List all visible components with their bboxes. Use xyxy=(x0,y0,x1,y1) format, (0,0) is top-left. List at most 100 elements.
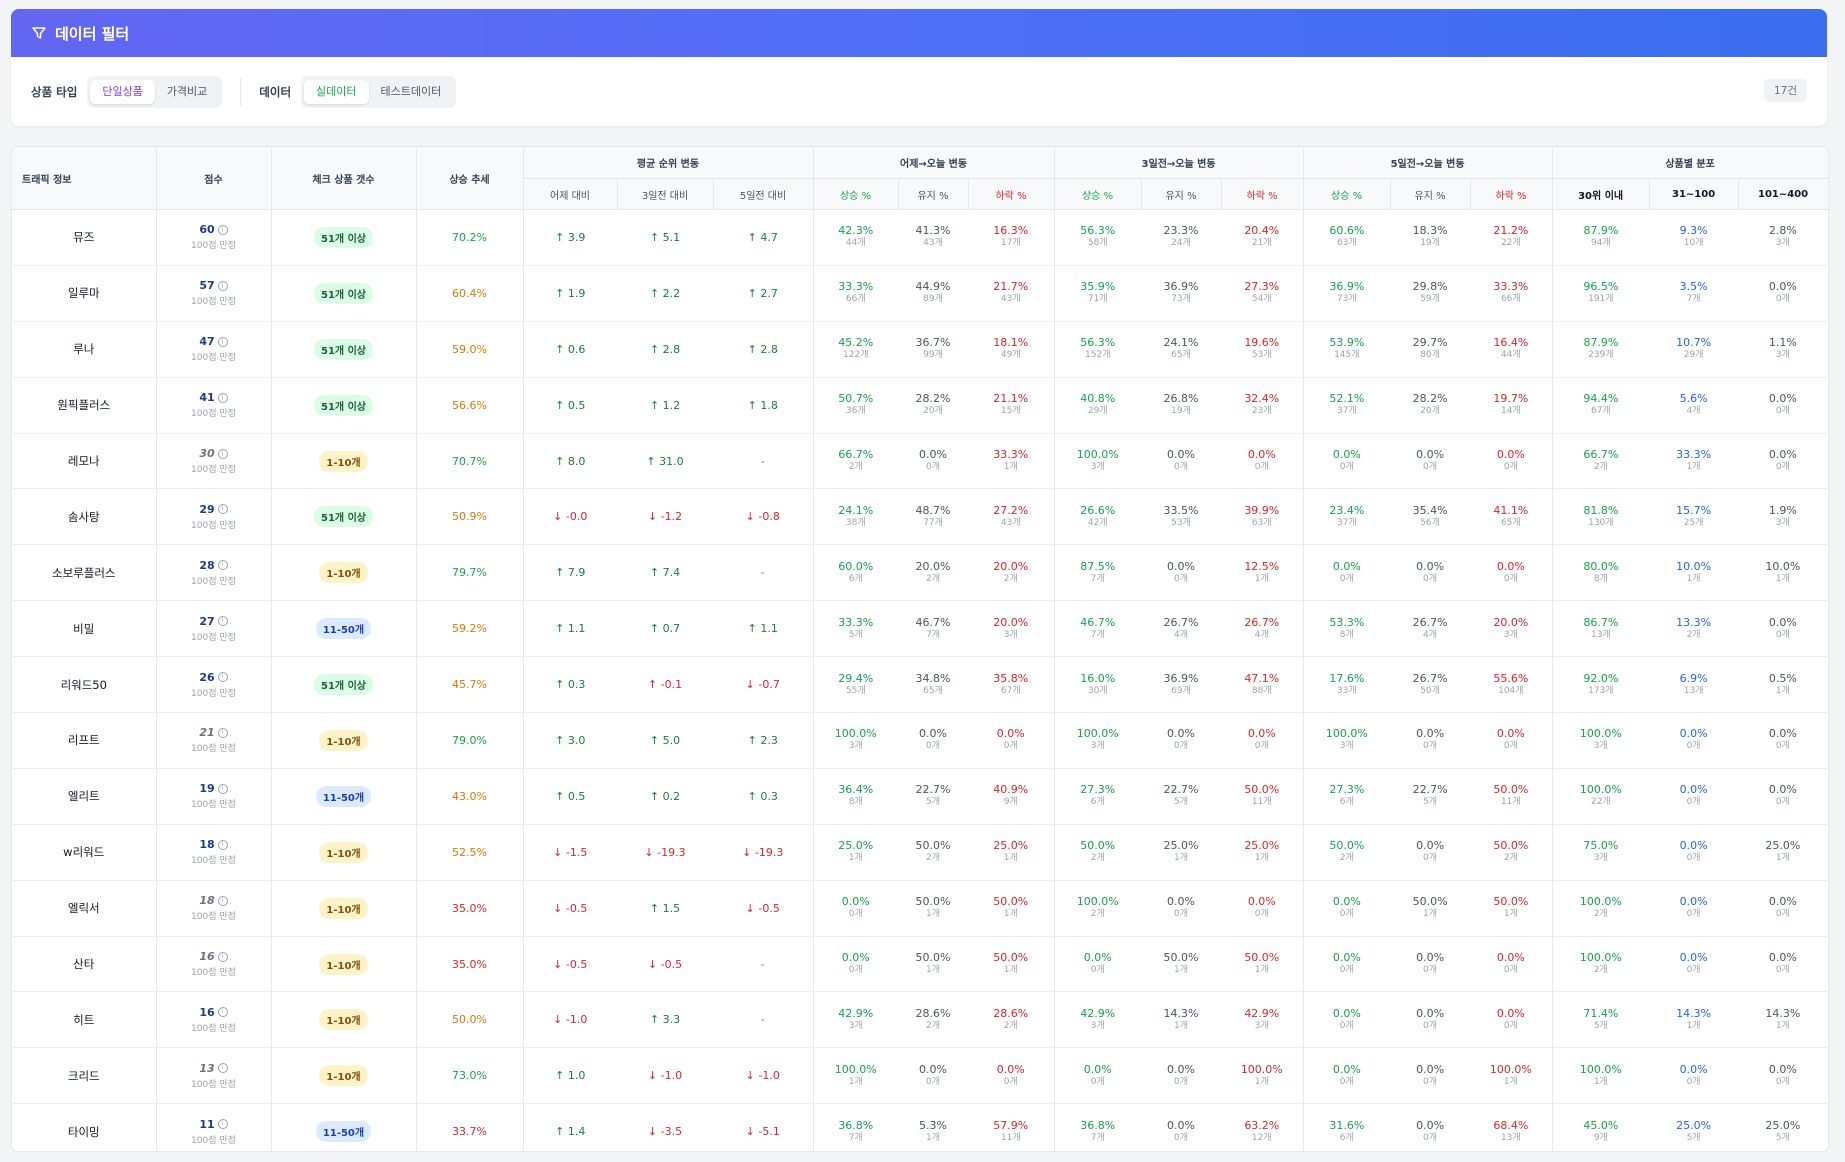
subheader-avg-2[interactable]: 5일전 대비 xyxy=(713,178,814,210)
header-trend[interactable]: 상승 추세 xyxy=(416,147,524,210)
subheader-dist-2[interactable]: 101~400 xyxy=(1738,178,1828,210)
avg-rank-value: 2.7 xyxy=(760,286,778,300)
subheader-d5-hold[interactable]: 유지 % xyxy=(1390,178,1471,210)
yday-count: 15개 xyxy=(1000,406,1021,417)
info-icon[interactable]: i xyxy=(217,783,228,794)
d5-cell: 29.7% 80개 xyxy=(1390,321,1471,378)
d5-cell: 100.0% 3개 xyxy=(1303,712,1391,769)
header-score[interactable]: 점수 xyxy=(156,147,272,210)
product-type-option-single[interactable]: 단일상품 xyxy=(90,79,155,104)
table-row[interactable]: 비밀 27 i 100점 만점 11-50개 59.2% ↑ 1.1 ↑ 0.7 ↑ 1.… xyxy=(12,600,1828,658)
yday-percent: 100.0% xyxy=(834,727,877,741)
header-3day-change: 3일전→오늘 변동 xyxy=(1054,147,1304,179)
dist-count: 8개 xyxy=(1593,573,1608,584)
subheader-dist-0[interactable]: 30위 이내 xyxy=(1552,178,1650,210)
subheader-avg-0[interactable]: 어제 대비 xyxy=(523,178,618,210)
d3-count: 0개 xyxy=(1174,741,1189,752)
dist-cell: 100.0% 2개 xyxy=(1552,880,1650,937)
check-count-badge: 51개 이상 xyxy=(314,506,373,528)
subheader-d5-up[interactable]: 상승 % xyxy=(1303,178,1391,210)
arrow-up-icon: ↑ xyxy=(646,454,656,468)
score-value: 21 xyxy=(199,726,215,740)
data-option-real[interactable]: 실데이터 xyxy=(304,79,369,104)
table-row[interactable]: 뮤즈 60 i 100점 만점 51개 이상 70.2% ↑ 3.9 ↑ 5.1 ↑ 4.… xyxy=(12,209,1828,266)
table-row[interactable]: 원픽플러스 41 i 100점 만점 51개 이상 56.6% ↑ 0.5 ↑ 1.2 ↑… xyxy=(12,377,1828,434)
check-count-badge: 1-10개 xyxy=(319,1065,368,1087)
table-row[interactable]: 일루마 57 i 100점 만점 51개 이상 60.4% ↑ 1.9 ↑ 2.2 ↑ 2… xyxy=(12,265,1828,322)
info-icon[interactable]: i xyxy=(217,336,228,347)
subheader-d3-down[interactable]: 하락 % xyxy=(1221,178,1304,210)
table-row[interactable]: 엘리트 19 i 100점 만점 11-50개 43.0% ↑ 0.5 ↑ 0.2 ↑ 0… xyxy=(12,768,1828,825)
score-value: 18 xyxy=(199,838,215,852)
d3-count: 0개 xyxy=(1254,909,1269,920)
info-icon[interactable]: i xyxy=(217,1119,228,1130)
info-icon[interactable]: i xyxy=(217,224,228,235)
product-type-label: 상품 타입 xyxy=(31,84,78,99)
info-icon[interactable]: i xyxy=(217,895,228,906)
info-icon[interactable]: i xyxy=(217,448,228,459)
arrow-down-icon: ↓ xyxy=(553,845,563,859)
info-icon[interactable]: i xyxy=(217,504,228,515)
dist-cell: 86.7% 13개 xyxy=(1552,600,1650,658)
table-row[interactable]: 히트 16 i 100점 만점 1-10개 50.0% ↓ -1.0 ↑ 3.3- 42… xyxy=(12,991,1828,1049)
yday-percent: 33.3% xyxy=(993,448,1029,461)
yday-percent: 28.6% xyxy=(993,1006,1029,1020)
dist-count: 3개 xyxy=(1775,517,1790,528)
subheader-yday-hold[interactable]: 유지 % xyxy=(898,178,969,210)
score-value: 57 xyxy=(199,279,215,293)
arrow-up-icon: ↑ xyxy=(555,398,565,412)
d3-percent: 23.3% xyxy=(1163,224,1199,238)
table-row[interactable]: 리워드50 26 i 100점 만점 51개 이상 45.7% ↑ 0.3 ↑ -0.1… xyxy=(12,656,1828,714)
table-row[interactable]: 크리드 13 i 100점 만점 1-10개 73.0% ↑ 1.0 ↓ -1.0 ↓ -… xyxy=(12,1047,1828,1105)
d5-percent: 0.0% xyxy=(1496,559,1525,573)
subheader-d5-down[interactable]: 하락 % xyxy=(1470,178,1553,210)
avg-rank-value: 3.3 xyxy=(662,1013,681,1027)
table-row[interactable]: w리워드 18 i 100점 만점 1-10개 52.5% ↓ -1.5 ↓ -19.3… xyxy=(12,824,1828,881)
avg-rank-cell: ↓ -5.1 xyxy=(713,1103,814,1151)
table-row[interactable]: 엘릭서 18 i 100점 만점 1-10개 35.0% ↓ -0.5 ↑ 1.5 ↓ -… xyxy=(12,880,1828,937)
d5-count: 0개 xyxy=(1503,462,1518,472)
subheader-yday-up[interactable]: 상승 % xyxy=(813,178,899,210)
d5-percent: 16.4% xyxy=(1493,336,1529,350)
data-option-test[interactable]: 테스트데이터 xyxy=(380,84,442,98)
table-row[interactable]: 리프트 21 i 100점 만점 1-10개 79.0% ↑ 3.0 ↑ 5.0 ↑ 2.… xyxy=(12,712,1828,769)
info-icon[interactable]: i xyxy=(217,839,228,850)
table-row[interactable]: 루나 47 i 100점 만점 51개 이상 59.0% ↑ 0.6 ↑ 2.8 ↑ 2.… xyxy=(12,321,1828,378)
info-icon[interactable]: i xyxy=(217,560,228,571)
info-icon[interactable]: i xyxy=(217,1007,228,1018)
avg-rank-cell: ↑ 2.8 xyxy=(713,321,814,378)
info-icon[interactable]: i xyxy=(217,280,228,291)
d5-count: 0개 xyxy=(1503,965,1518,976)
info-icon[interactable]: i xyxy=(217,1063,228,1074)
info-icon[interactable]: i xyxy=(217,951,228,962)
d5-percent: 0.0% xyxy=(1416,448,1445,461)
table-row[interactable]: 솜사탕 29 i 100점 만점 51개 이상 50.9% ↓ -0.0 ↓ -1.2 ↓… xyxy=(12,488,1828,546)
info-icon[interactable]: i xyxy=(217,727,228,738)
table-row[interactable]: 산타 16 i 100점 만점 1-10개 35.0% ↓ -0.5 ↓ -0.5- 0… xyxy=(12,936,1828,993)
dist-count: 0개 xyxy=(1775,629,1790,640)
d5-count: 11개 xyxy=(1500,797,1521,808)
d5-percent: 19.7% xyxy=(1493,392,1529,406)
d3-cell: 27.3% 54개 xyxy=(1221,265,1304,322)
header-check-count[interactable]: 체크 상품 갯수 xyxy=(271,147,417,210)
subheader-d3-hold[interactable]: 유지 % xyxy=(1141,178,1222,210)
subheader-yday-down[interactable]: 하락 % xyxy=(968,178,1055,210)
table-row[interactable]: 레모나 30 i 100점 만점 1-10개 70.7% ↑ 8.0 ↑ 31.0- 6… xyxy=(12,433,1828,490)
info-icon[interactable]: i xyxy=(217,392,228,403)
traffic-name: 레모나 xyxy=(12,433,157,490)
info-icon[interactable]: i xyxy=(217,616,228,627)
dist-count: 3개 xyxy=(1593,853,1608,864)
table-row[interactable]: 타이밍 11 i 100점 만점 11-50개 33.7% ↑ 1.4 ↓ -3.5 ↓ … xyxy=(12,1103,1828,1151)
header-traffic[interactable]: 트래픽 정보 xyxy=(12,147,157,210)
avg-rank-value: -0.5 xyxy=(660,957,683,971)
subheader-dist-1[interactable]: 31~100 xyxy=(1649,178,1739,210)
yday-cell: 18.1% 49개 xyxy=(968,321,1055,378)
info-icon[interactable]: i xyxy=(217,672,228,683)
dist-cell: 66.7% 2개 xyxy=(1552,433,1650,490)
table-row[interactable]: 소보루플러스 28 i 100점 만점 1-10개 79.7% ↑ 7.9 ↑ 7.4-… xyxy=(12,544,1828,602)
product-type-option-compare[interactable]: 가격비교 xyxy=(166,84,208,98)
subheader-d3-up[interactable]: 상승 % xyxy=(1054,178,1142,210)
d3-percent: 40.8% xyxy=(1080,392,1116,406)
d3-percent: 16.0% xyxy=(1080,671,1116,685)
subheader-avg-1[interactable]: 3일전 대비 xyxy=(617,178,714,210)
